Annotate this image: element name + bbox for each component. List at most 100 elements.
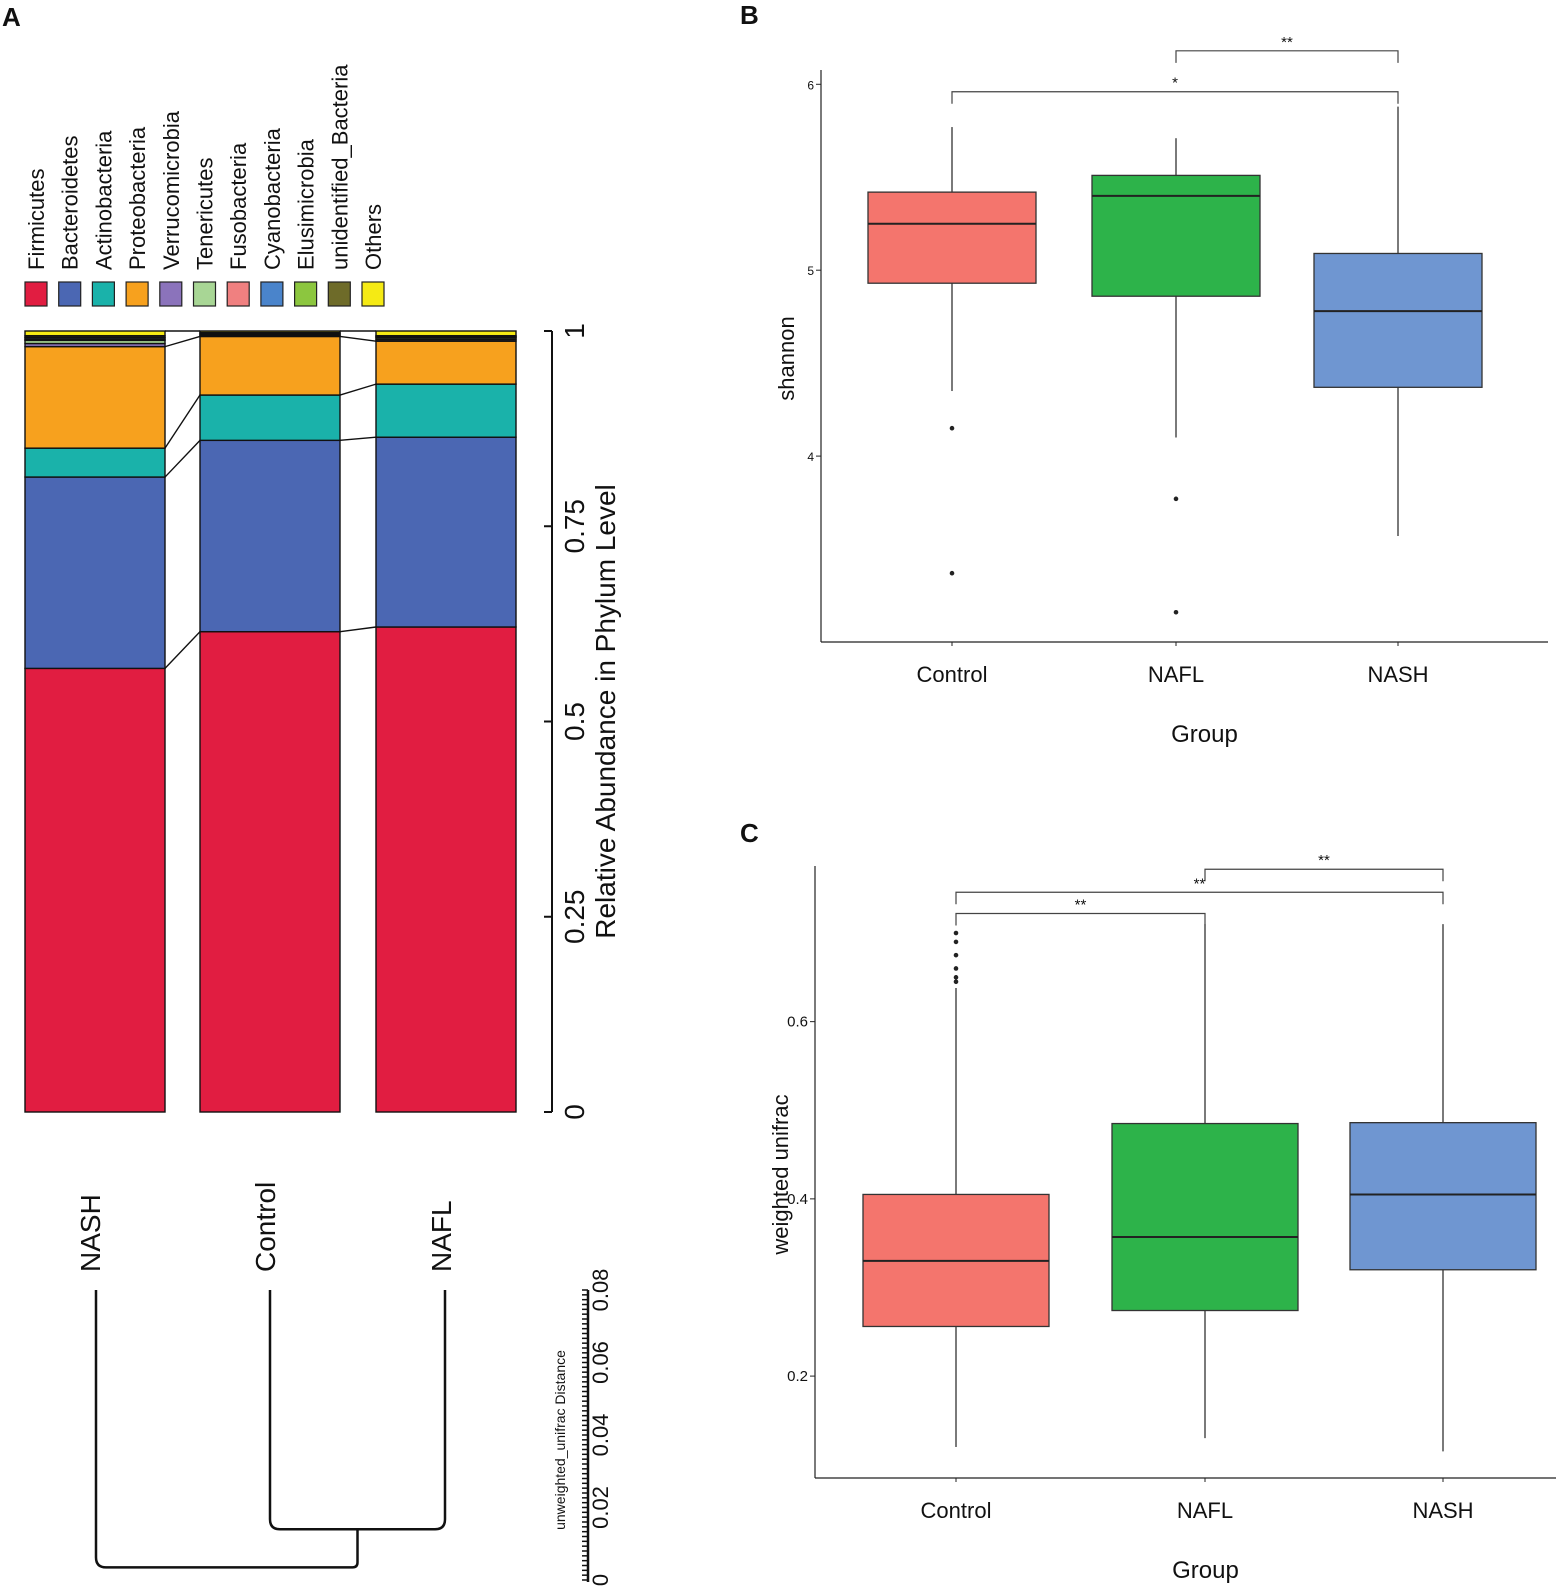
x-tick-label-control: Control	[921, 1498, 992, 1523]
distance-tick-label: 0	[588, 1574, 613, 1586]
outlier-point	[953, 939, 959, 945]
significance-label: **	[1075, 897, 1087, 914]
distance-tick-label: 0.02	[588, 1486, 613, 1529]
legend-label: Actinobacteria	[91, 130, 116, 270]
outlier-point	[1173, 609, 1179, 615]
y-tick-label: 0	[559, 1104, 590, 1120]
significance-bracket	[955, 891, 1444, 905]
panel-a-letter: A	[2, 2, 21, 32]
y-tick-label: 0.75	[559, 499, 590, 554]
bar-segment-actinobacteria	[199, 394, 341, 442]
y-axis-title: shannon	[774, 316, 799, 400]
bar-segment-firmicutes	[199, 630, 341, 1113]
bar-segment-bacteroidetes	[375, 436, 517, 628]
bar-segment-others	[375, 330, 517, 337]
dendrogram-branch-control-nafl	[268, 1290, 447, 1531]
outlier-point	[949, 570, 955, 576]
connector-line	[339, 626, 377, 633]
panel-c-unifrac-boxplot: 0.2 0.4 0.6 Control NAFL NASH ** ** ** Group weigh…	[768, 852, 1556, 1584]
bar-segment-proteobacteria	[199, 335, 341, 396]
bar-segment-bacteroidetes	[199, 439, 341, 633]
bar-segment-actinobacteria	[375, 383, 517, 438]
significance-bracket	[955, 912, 1206, 926]
significance-label: **	[1281, 34, 1293, 51]
y-tick-label: 6	[807, 78, 814, 92]
y-tick-label: 0.6	[787, 1014, 808, 1031]
group-label-nash: NASH	[75, 1194, 106, 1272]
x-axis-title: Group	[1172, 1557, 1239, 1584]
legend-label: Others	[361, 204, 386, 270]
x-tick-label-nash: NASH	[1367, 662, 1428, 687]
legend-label: Tenericutes	[193, 157, 218, 270]
y-tick-label: 0.4	[787, 1191, 808, 1208]
connector-line	[339, 335, 377, 342]
x-axis-title: Group	[1171, 721, 1238, 748]
bar-segment-firmicutes	[375, 626, 517, 1113]
panel-c-letter: C	[740, 818, 759, 848]
bar-segment-others	[24, 330, 166, 337]
bar-segment-proteobacteria	[24, 345, 166, 449]
outlier-point	[953, 979, 959, 985]
legend-swatch-verrucomicrobia	[159, 281, 183, 307]
legend-label: Elusimicrobia	[294, 138, 319, 270]
group-label-nafl: NAFL	[426, 1200, 457, 1272]
box-nash	[1349, 1122, 1537, 1271]
panel-a-stacked-bar: Firmicutes Bacteroidetes Actinobacteria Pro…	[24, 64, 621, 1586]
panel-b-letter: B	[740, 0, 759, 30]
connector-line	[164, 631, 201, 669]
significance-label: **	[1194, 875, 1206, 892]
distance-tick-label: 0.06	[588, 1341, 613, 1384]
group-label-control: Control	[250, 1182, 281, 1272]
y-tick-label: 0.25	[559, 890, 590, 945]
legend-label: Verrucomicrobia	[159, 110, 184, 270]
legend-swatch-cyanobacteria	[260, 281, 284, 307]
y-tick-label: 4	[807, 450, 814, 464]
significance-bracket	[1204, 868, 1444, 882]
legend-swatch-firmicutes	[24, 281, 48, 307]
box-nash	[1313, 252, 1483, 388]
x-tick-label-nash: NASH	[1412, 1498, 1473, 1523]
legend-swatch-unidentified_bacteria	[327, 281, 351, 307]
connector-line	[164, 439, 201, 478]
legend-swatch-proteobacteria	[125, 281, 149, 307]
connector-line	[164, 394, 201, 449]
bar-segment-others	[199, 330, 341, 334]
bar-segment-bacteroidetes	[24, 476, 166, 670]
legend-label: unidentified_Bacteria	[327, 64, 352, 270]
legend-swatch-bacteroidetes	[58, 281, 82, 307]
bar-segment-proteobacteria	[375, 340, 517, 385]
outlier-point	[953, 966, 959, 971]
outlier-point	[953, 930, 959, 936]
legend-swatch-tenericutes	[192, 281, 217, 307]
legend-swatch-elusimicrobia	[294, 281, 318, 307]
y-axis-title: Relative Abundance in Phylum Level	[590, 484, 621, 939]
legend-label: Firmicutes	[24, 169, 49, 270]
legend-label: Fusobacteria	[226, 142, 251, 270]
bar-segment-actinobacteria	[24, 447, 166, 478]
legend-label: Proteobacteria	[125, 126, 150, 270]
outlier-point	[953, 952, 959, 958]
y-tick-label: 0.5	[559, 702, 590, 741]
distance-tick-label: 0.04	[588, 1414, 613, 1457]
significance-label: *	[1172, 75, 1178, 92]
legend-swatch-fusobacteria	[226, 281, 250, 307]
connector-line	[339, 436, 377, 442]
significance-label: **	[1318, 852, 1330, 869]
legend-swatch-actinobacteria	[91, 281, 116, 307]
bar-segment-firmicutes	[24, 667, 166, 1113]
distance-axis-title: unweighted_unifrac Distance	[552, 1350, 568, 1530]
box-nafl	[1091, 174, 1261, 297]
legend-label: Cyanobacteria	[260, 127, 285, 270]
box-nafl	[1111, 1122, 1299, 1312]
box-control	[867, 191, 1037, 284]
distance-tick-label: 0.08	[588, 1269, 613, 1312]
x-tick-label-nafl: NAFL	[1177, 1498, 1233, 1523]
outlier-point	[949, 425, 955, 431]
x-tick-label-control: Control	[917, 662, 988, 687]
connector-line	[339, 383, 377, 396]
connector-line	[164, 335, 201, 348]
y-tick-label: 1	[559, 323, 590, 339]
outlier-point	[1173, 496, 1179, 502]
